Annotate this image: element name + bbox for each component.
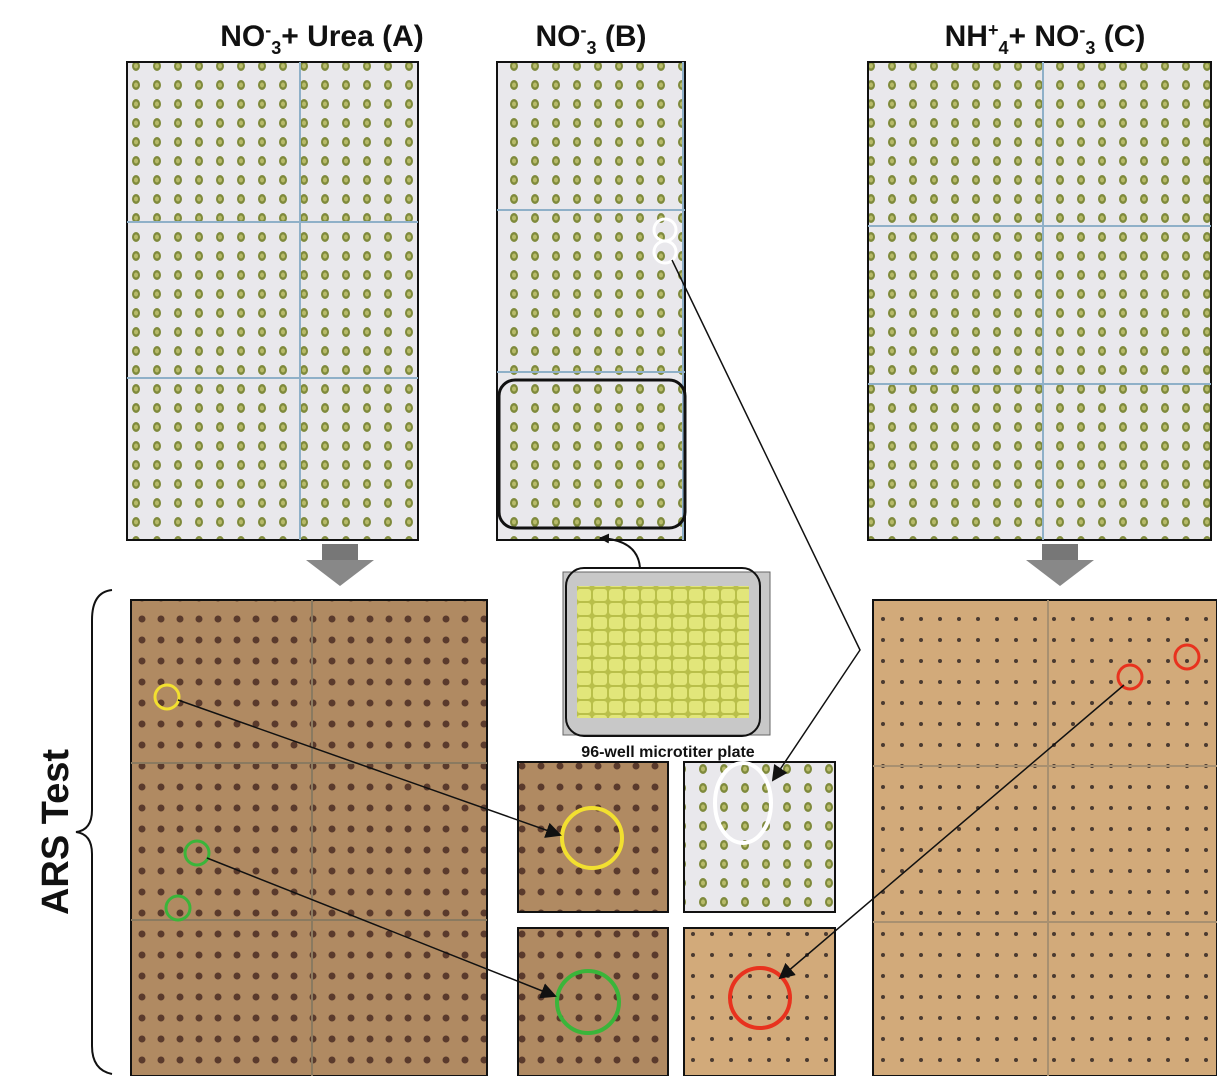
title-text: NO bbox=[220, 20, 265, 53]
title-text: + NO bbox=[1009, 20, 1080, 53]
title-sub: 4 bbox=[998, 38, 1008, 58]
zoom-tile bbox=[518, 928, 668, 1076]
down-arrow bbox=[1026, 544, 1094, 586]
plate-a-top bbox=[127, 62, 418, 540]
panel-title: NO-3+ Urea (A) bbox=[220, 20, 424, 58]
panel-title: NH+4+ NO-3 (C) bbox=[945, 20, 1146, 58]
title-sup: - bbox=[265, 20, 271, 40]
plate-label: 96-well microtiter plate bbox=[581, 744, 754, 761]
brace bbox=[76, 590, 112, 1074]
plate-a-bottom bbox=[131, 600, 487, 1076]
title-text: NO bbox=[536, 20, 581, 53]
panel-title: NO-3 (B) bbox=[536, 20, 647, 58]
microtiter-plate bbox=[563, 538, 770, 736]
title-text: + Urea (A) bbox=[281, 20, 424, 53]
title-text: NH bbox=[945, 20, 988, 53]
title-sup: - bbox=[1079, 20, 1085, 40]
zoom-tile bbox=[684, 762, 835, 912]
figure: NO-3+ Urea (A) NO-3 (B) NH+4+ NO-3 (C) A… bbox=[0, 0, 1217, 1076]
title-sub: 3 bbox=[271, 38, 281, 58]
title-sub: 3 bbox=[587, 38, 597, 58]
down-arrow bbox=[306, 544, 374, 586]
plate-b-top bbox=[497, 62, 685, 540]
title-text: (C) bbox=[1095, 20, 1145, 53]
plate-c-top bbox=[868, 62, 1211, 540]
side-label: ARS Test bbox=[35, 749, 77, 915]
title-sub: 3 bbox=[1085, 38, 1095, 58]
title-sup: + bbox=[988, 20, 999, 40]
title-text: (B) bbox=[597, 20, 647, 53]
zoom-tile bbox=[518, 762, 668, 912]
title-sup: - bbox=[581, 20, 587, 40]
plate-c-bottom bbox=[873, 600, 1217, 1076]
